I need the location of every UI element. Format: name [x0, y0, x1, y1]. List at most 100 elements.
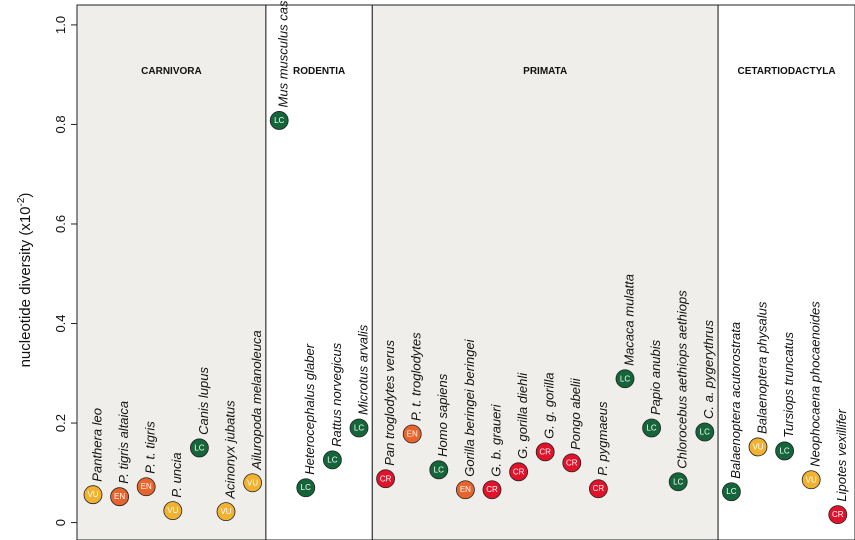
species-dot [349, 418, 369, 438]
species-label: P. t. tigris [143, 421, 158, 474]
status-label: VU [752, 442, 763, 451]
species-dot [748, 437, 768, 457]
species-label: Mus musculus castaneus [276, 0, 291, 107]
species-label: Ailuropoda melanoleuca [249, 330, 264, 470]
status-label: VU [87, 490, 98, 499]
species-dot [83, 485, 103, 505]
species-label: G. g. gorilla [542, 372, 557, 438]
species-label: P. uncia [169, 452, 184, 497]
y-tick-label: 0.4 [53, 314, 68, 332]
species-label: Pongo abelii [568, 377, 583, 450]
status-label: CR [832, 510, 844, 519]
group-label: CARNIVORA [141, 66, 202, 77]
status-label: CR [566, 458, 578, 467]
species-label: Balaenoptera acutorostrata [728, 322, 743, 479]
status-label: VU [220, 507, 231, 516]
status-label: EN [407, 429, 418, 438]
status-label: LC [194, 443, 204, 452]
species-dot [801, 470, 821, 490]
status-label: LC [779, 446, 789, 455]
species-dot [482, 480, 502, 500]
species-label: Rattus norvegicus [329, 342, 344, 447]
species-dot [322, 450, 342, 470]
status-label: VU [167, 506, 178, 515]
species-dot [615, 369, 635, 389]
status-label: LC [327, 455, 337, 464]
status-label: LC [646, 424, 656, 433]
species-label: Chlorocebus aethiops aethiops [675, 290, 690, 469]
species-dot [828, 505, 848, 525]
y-tick-label: 0 [53, 519, 68, 526]
status-label: LC [726, 487, 736, 496]
species-label: Papio anubis [648, 339, 663, 415]
species-label: P. pygmaeus [595, 401, 610, 476]
species-label: P. t. troglodytes [409, 332, 424, 421]
species-dot [110, 487, 129, 507]
species-dot [455, 480, 475, 500]
species-dot [642, 418, 661, 438]
species-label: Pan troglodytes verus [382, 340, 397, 466]
species-label: Heterocephalus glaber [302, 343, 317, 474]
species-label: Macaca mulatta [621, 274, 636, 366]
status-label: LC [301, 483, 311, 492]
y-tick-label: 0.6 [53, 215, 68, 233]
species-dot [296, 478, 316, 498]
species-label: Tursiops truncatus [781, 331, 796, 437]
group-band [76, 4, 267, 540]
species-label: P. tigris altaica [116, 401, 131, 484]
y-label-suffix: ) [17, 193, 34, 198]
species-label: Neophocaena phocaenoides [808, 301, 823, 467]
y-tick-label: 0.8 [53, 115, 68, 133]
species-dot [189, 438, 209, 458]
species-dot [402, 424, 422, 444]
species-dot [429, 460, 449, 480]
species-dot [562, 453, 582, 473]
species-dot [535, 442, 555, 462]
status-label: LC [620, 374, 630, 383]
species-dot [695, 422, 715, 442]
species-label: Gorilla beringei beringei [462, 338, 477, 476]
status-label: VU [806, 475, 817, 484]
species-label: Lipotes vexillifer [834, 408, 849, 501]
status-label: CR [513, 467, 525, 476]
species-dot [216, 502, 236, 522]
status-label: LC [434, 465, 444, 474]
status-label: EN [114, 492, 125, 501]
species-dot [269, 111, 289, 130]
status-label: LC [354, 424, 364, 433]
species-dot [509, 462, 528, 482]
status-label: VU [247, 478, 258, 487]
y-label-exponent: -2 [16, 197, 27, 206]
species-dot [722, 482, 741, 502]
species-label: G. b. graueri [488, 403, 503, 476]
status-label: LC [673, 477, 683, 486]
species-dot [589, 479, 608, 499]
group-label: PRIMATA [523, 66, 567, 77]
status-label: CR [380, 474, 392, 483]
y-axis-label: nucleotide diversity (x10-2) [16, 193, 34, 368]
species-dot [775, 441, 794, 461]
species-label: C. a. pygerythrus [701, 320, 716, 419]
status-label: LC [274, 116, 284, 125]
group-label: RODENTIA [293, 66, 345, 77]
status-label: CR [486, 485, 498, 494]
species-dot [668, 472, 688, 492]
species-label: Balaenoptera physalus [754, 301, 769, 434]
species-label: Microtus arvalis [355, 324, 370, 415]
species-dot [376, 469, 396, 489]
status-label: EN [460, 485, 471, 494]
status-label: CR [539, 447, 551, 456]
species-dot [163, 501, 183, 521]
status-label: EN [141, 482, 152, 491]
species-label: G. gorilla diehli [515, 372, 530, 459]
species-label: Panthera leo [89, 408, 104, 482]
y-tick-label: 1.0 [53, 16, 68, 34]
species-label: Acinonyx jubatus [222, 400, 237, 500]
status-label: LC [700, 428, 710, 437]
y-label-text: nucleotide diversity (x10 [17, 206, 34, 367]
species-dot [243, 473, 263, 493]
status-label: CR [593, 484, 605, 493]
group-band [265, 4, 373, 540]
group-label: CETARTIODACTYLA [737, 66, 835, 77]
